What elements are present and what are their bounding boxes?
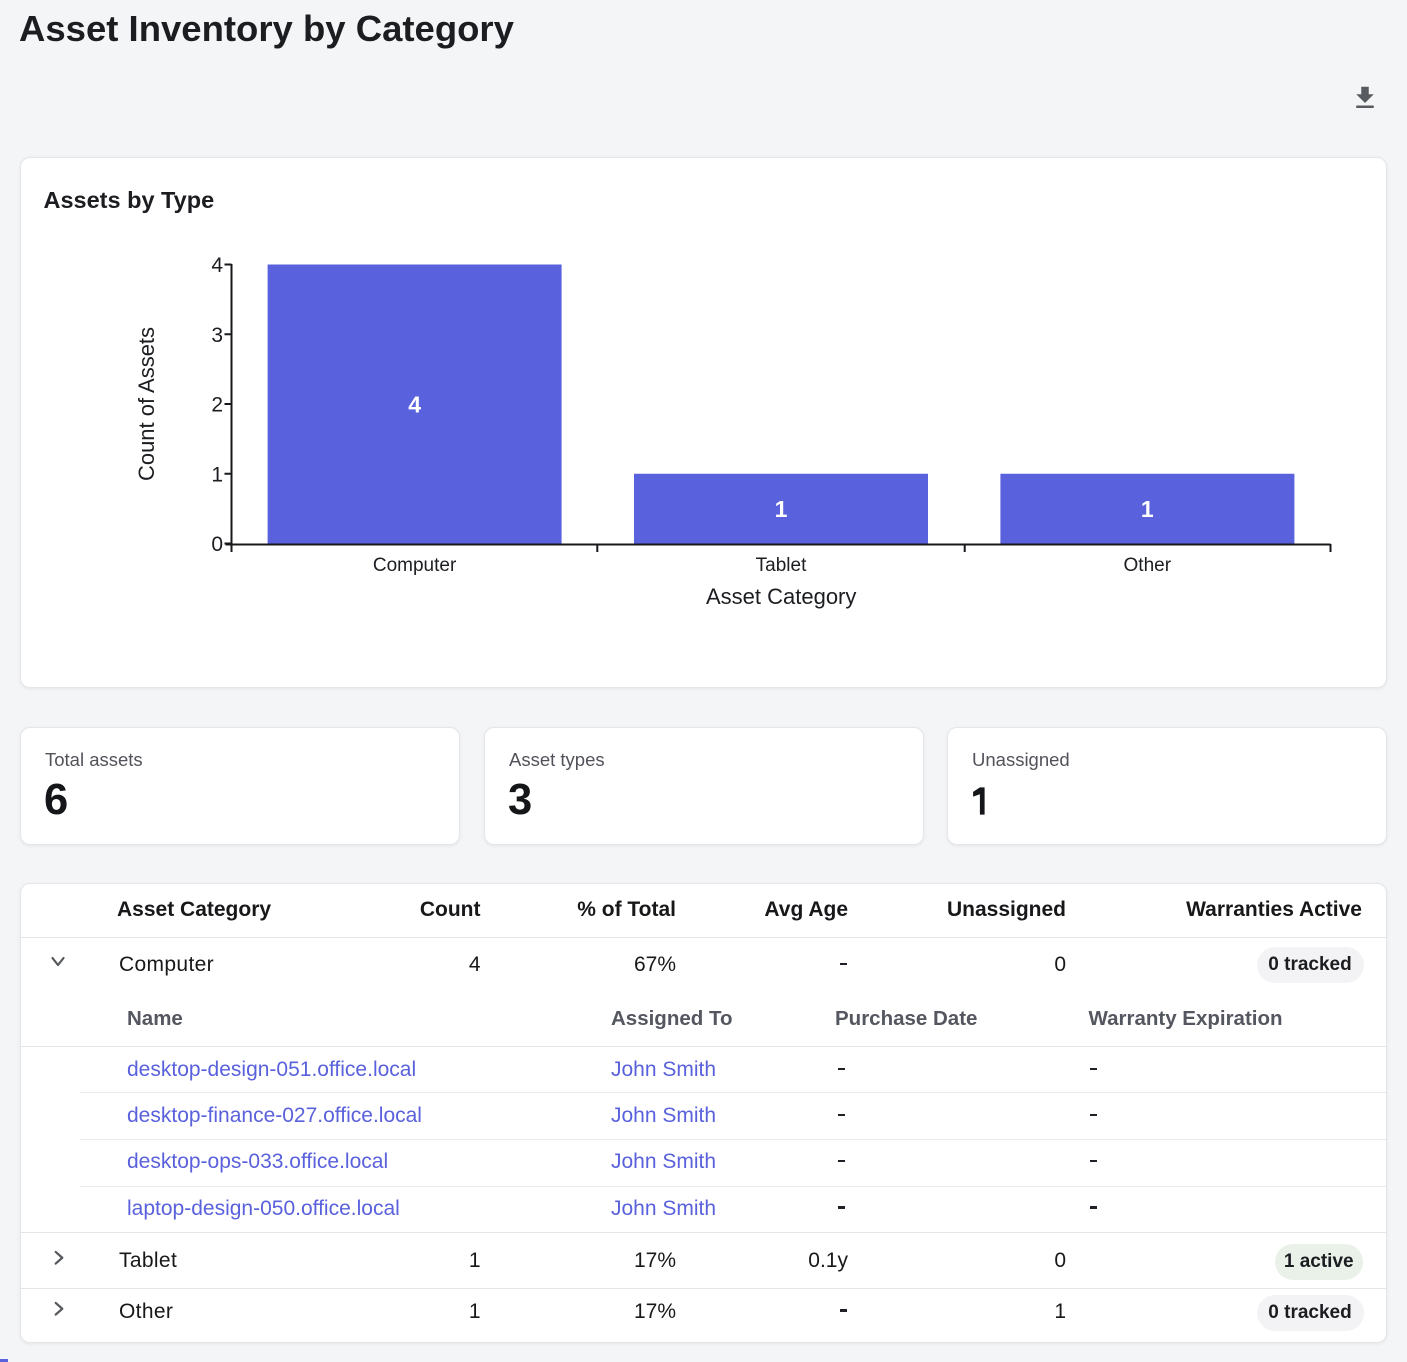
svg-text:1: 1 [775, 496, 788, 522]
svg-text:0: 0 [211, 533, 223, 556]
svg-text:4: 4 [408, 391, 421, 417]
svg-text:1: 1 [211, 463, 223, 486]
svg-text:Count of Assets: Count of Assets [134, 327, 159, 481]
svg-text:2: 2 [211, 394, 223, 417]
svg-text:Computer: Computer [373, 555, 457, 576]
svg-text:Tablet: Tablet [756, 555, 807, 576]
svg-text:Asset Category: Asset Category [706, 584, 856, 609]
svg-text:1: 1 [1141, 496, 1154, 522]
svg-text:3: 3 [211, 324, 223, 347]
svg-text:Other: Other [1124, 555, 1172, 576]
svg-text:4: 4 [211, 254, 223, 277]
